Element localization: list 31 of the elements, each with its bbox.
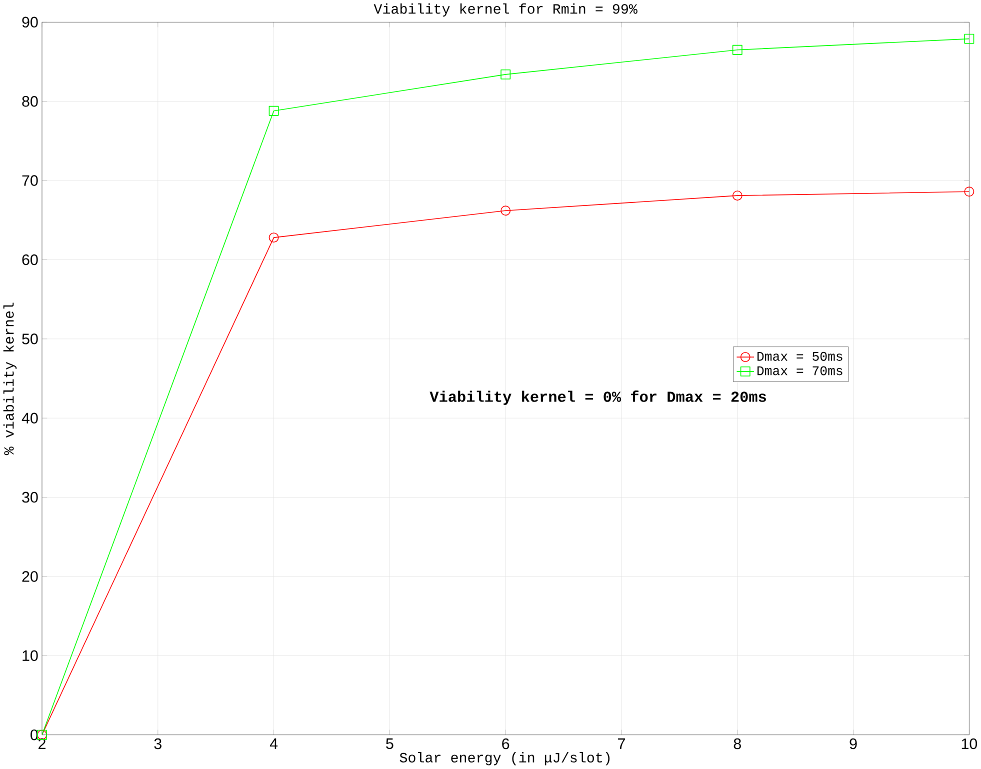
y-tick-label: 60 [22,254,38,266]
y-tick-label: 90 [22,16,38,28]
x-tick-label: 8 [734,738,741,750]
point [268,232,279,243]
x-tick-label: 9 [850,738,857,750]
point [964,34,974,44]
y-tick-label: 10 [22,650,38,662]
y-tick-label: 20 [22,571,38,582]
point [732,45,742,56]
y-tick-label: 70 [22,175,38,186]
x-tick-label: 5 [386,738,394,750]
annotation: Viability kernel = 0% for Dmax = 20ms [430,390,766,406]
x-tick-label: 7 [618,738,625,750]
x-tick-label: 6 [502,738,510,750]
y-tick-label: 40 [22,412,38,424]
legend-label: Dmax = 70ms [758,366,842,376]
chart-title: Viability kernel for Rmin = 99% [374,4,638,17]
y-tick-label: 50 [22,334,38,344]
x-tick-label: 3 [154,738,162,750]
legend-label: Dmax = 50ms [758,352,842,362]
point [268,106,279,116]
x-tick-label: 10 [962,738,978,750]
point [500,206,511,216]
point [500,70,511,80]
y-tick-label: 30 [22,492,38,503]
y-tick-label: 80 [22,96,38,107]
y-axis-title: % viability kernel [3,302,17,456]
x-tick-label: 4 [270,738,278,750]
point [732,190,742,201]
point [964,186,974,197]
x-axis-title: Solar energy (in μJ/slot) [400,752,610,766]
